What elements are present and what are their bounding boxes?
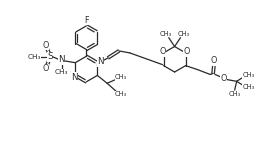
- Text: F: F: [84, 16, 89, 25]
- Text: O: O: [43, 41, 49, 50]
- Text: N: N: [97, 57, 104, 66]
- Text: CH₃: CH₃: [229, 91, 241, 97]
- Text: N: N: [58, 55, 65, 64]
- Text: CH₃: CH₃: [55, 69, 68, 76]
- Text: CH₃: CH₃: [160, 31, 172, 37]
- Text: CH₃: CH₃: [177, 31, 189, 37]
- Text: O: O: [211, 56, 217, 65]
- Text: CH₃: CH₃: [115, 74, 127, 80]
- Text: O: O: [43, 64, 49, 73]
- Text: CH₃: CH₃: [242, 72, 254, 78]
- Text: O: O: [221, 74, 227, 83]
- Text: CH₃: CH₃: [242, 84, 254, 90]
- Text: CH₃: CH₃: [115, 91, 127, 97]
- Text: O: O: [183, 47, 190, 56]
- Text: S: S: [47, 52, 53, 61]
- Text: O: O: [160, 47, 166, 56]
- Text: N: N: [71, 73, 77, 82]
- Text: CH₃: CH₃: [27, 54, 41, 60]
